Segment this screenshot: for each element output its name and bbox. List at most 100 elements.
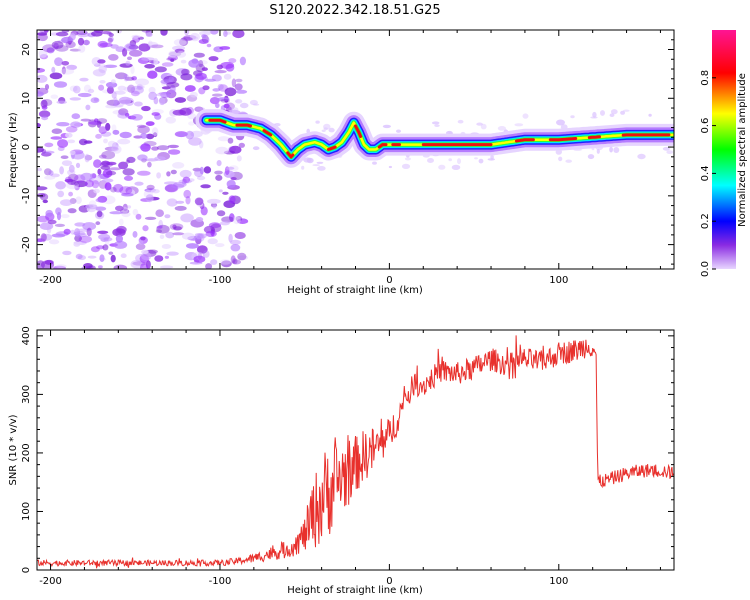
noise-blob xyxy=(228,58,237,64)
noise-blob xyxy=(148,86,156,94)
y-tick-label: 0 xyxy=(21,144,32,150)
noise-blob xyxy=(119,131,132,139)
noise-blob xyxy=(237,218,249,224)
noise-blob xyxy=(301,165,305,170)
ridge-peak xyxy=(235,123,252,128)
noise-blob xyxy=(97,59,106,64)
noise-blob xyxy=(227,137,234,144)
noise-blob xyxy=(59,166,64,175)
noise-blob xyxy=(102,244,109,251)
noise-blob xyxy=(193,255,206,263)
noise-blob xyxy=(55,31,69,37)
noise-blob xyxy=(203,30,212,35)
noise-blob xyxy=(96,245,105,250)
noise-blob xyxy=(565,159,572,163)
noise-blob xyxy=(126,205,132,209)
noise-blob xyxy=(118,161,129,170)
noise-blob xyxy=(117,85,127,91)
noise-blob xyxy=(47,219,57,225)
noise-blob xyxy=(434,124,440,127)
noise-blob xyxy=(48,239,60,245)
noise-blob xyxy=(328,127,335,133)
noise-blob xyxy=(220,99,230,103)
noise-blob xyxy=(109,211,124,215)
noise-blob xyxy=(101,160,111,167)
noise-blob xyxy=(216,97,230,102)
noise-blob xyxy=(382,124,391,129)
ridge-peak xyxy=(262,129,273,137)
noise-blob xyxy=(37,146,44,153)
noise-blob xyxy=(214,170,223,175)
noise-blob xyxy=(404,157,411,161)
noise-blob xyxy=(113,99,120,107)
noise-blob xyxy=(388,165,392,169)
noise-blob xyxy=(202,250,210,258)
noise-blob xyxy=(131,90,140,97)
noise-blob xyxy=(111,91,117,99)
noise-blob xyxy=(87,88,95,94)
noise-blob xyxy=(117,138,131,145)
noise-blob xyxy=(140,132,148,139)
noise-blob xyxy=(70,180,79,186)
noise-blob xyxy=(323,123,331,130)
noise-blob xyxy=(235,216,243,222)
noise-blob xyxy=(372,161,377,165)
noise-blob xyxy=(118,96,132,105)
noise-blob xyxy=(37,32,48,36)
spectrogram-y-ticks: -20 -10 0 10 20 xyxy=(21,29,674,265)
noise-blob xyxy=(108,167,122,171)
noise-blob xyxy=(108,36,114,42)
noise-blob xyxy=(141,57,155,61)
noise-blob xyxy=(98,233,111,240)
noise-blob xyxy=(130,65,135,75)
noise-blob xyxy=(185,196,191,205)
noise-blob xyxy=(78,235,93,243)
noise-blob xyxy=(122,48,128,57)
noise-blob xyxy=(84,39,90,46)
noise-blob xyxy=(197,60,208,65)
noise-blob xyxy=(217,83,224,90)
noise-blob xyxy=(232,30,245,39)
noise-blob xyxy=(135,213,142,220)
ridge-peak xyxy=(377,143,388,149)
noise-blob xyxy=(160,30,168,36)
noise-blob xyxy=(223,73,232,80)
noise-blob xyxy=(144,216,157,220)
x-tick-label: -200 xyxy=(39,576,62,587)
colorbar-tick-label: 0.8 xyxy=(700,70,711,86)
noise-blob xyxy=(323,127,328,131)
noise-blob xyxy=(172,162,185,169)
noise-blob xyxy=(666,150,673,155)
snr-xlabel: Height of straight line (km) xyxy=(287,585,423,596)
noise-blob xyxy=(93,188,100,194)
noise-blob xyxy=(44,142,54,148)
noise-blob xyxy=(124,76,135,81)
noise-blob xyxy=(312,164,321,167)
colorbar-label: Normalized spectral amplitude xyxy=(737,73,748,227)
noise-blob xyxy=(41,115,49,121)
noise-blob xyxy=(67,139,76,144)
noise-blob xyxy=(37,260,45,269)
noise-blob xyxy=(127,84,136,94)
noise-blob xyxy=(148,40,153,47)
noise-blob xyxy=(219,259,232,265)
noise-blob xyxy=(104,182,112,191)
noise-blob xyxy=(232,216,241,225)
noise-blob xyxy=(175,200,185,204)
noise-blob xyxy=(115,234,123,243)
noise-blob xyxy=(185,130,194,140)
noise-blob xyxy=(99,42,113,48)
colorbar-tick-label: 0.6 xyxy=(700,118,711,134)
noise-blob xyxy=(137,154,148,161)
spectrogram-ridge xyxy=(195,109,674,168)
noise-blob xyxy=(232,259,241,265)
spectrogram-xlabel: Height of straight line (km) xyxy=(287,285,423,296)
noise-blob xyxy=(82,222,97,231)
ridge-peak xyxy=(354,124,363,138)
noise-blob xyxy=(226,180,236,188)
noise-blob xyxy=(128,44,139,50)
noise-blob xyxy=(151,127,159,137)
noise-blob xyxy=(135,78,150,86)
noise-blob xyxy=(108,54,119,61)
